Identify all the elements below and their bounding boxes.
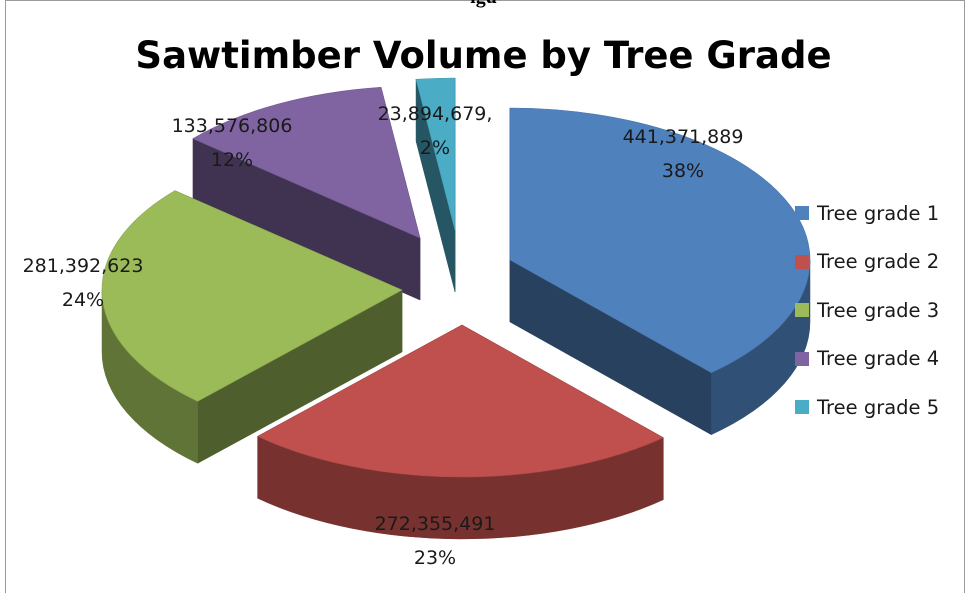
legend-label: Tree grade 4 <box>817 347 940 371</box>
data-label-value: 441,371,889 <box>623 126 744 148</box>
legend-swatch <box>795 254 809 269</box>
data-label-value: 272,355,491 <box>375 513 496 535</box>
chart-frame <box>5 0 965 593</box>
data-label-percent: 38% <box>662 160 704 182</box>
data-label-value: 281,392,623 <box>23 255 144 277</box>
legend-item-tree-grade-5: Tree grade 5 <box>795 383 939 432</box>
legend-swatch <box>795 400 809 415</box>
legend-label: Tree grade 1 <box>817 201 940 225</box>
legend-swatch <box>795 303 809 318</box>
legend-swatch <box>795 206 809 221</box>
legend-label: Tree grade 5 <box>817 395 940 419</box>
pie-slice-top <box>101 190 403 402</box>
pie-slice-top <box>257 324 664 478</box>
cropped-caption: igu <box>0 0 967 9</box>
data-label-value: 23,894,679, <box>378 103 493 125</box>
legend-label: Tree grade 3 <box>817 298 940 322</box>
legend-item-tree-grade-4: Tree grade 4 <box>795 335 939 384</box>
legend-item-tree-grade-3: Tree grade 3 <box>795 286 939 335</box>
pie-slice-top <box>192 86 421 239</box>
legend-label: Tree grade 2 <box>817 250 940 274</box>
data-label-value: 133,576,806 <box>172 115 293 137</box>
pie-top-layer <box>101 77 811 478</box>
data-label-percent: 2% <box>420 137 450 159</box>
chart-title: Sawtimber Volume by Tree Grade <box>135 34 832 77</box>
legend-item-tree-grade-1: Tree grade 1 <box>795 189 939 238</box>
data-label-percent: 23% <box>414 547 456 569</box>
legend-swatch <box>795 351 809 366</box>
pie-slice-top <box>415 77 456 231</box>
data-label-percent: 12% <box>211 149 253 171</box>
legend-item-tree-grade-2: Tree grade 2 <box>795 238 939 287</box>
pie-slice-top <box>509 107 811 374</box>
data-label-percent: 24% <box>62 289 104 311</box>
legend: Tree grade 1 Tree grade 2 Tree grade 3 T… <box>795 189 939 432</box>
